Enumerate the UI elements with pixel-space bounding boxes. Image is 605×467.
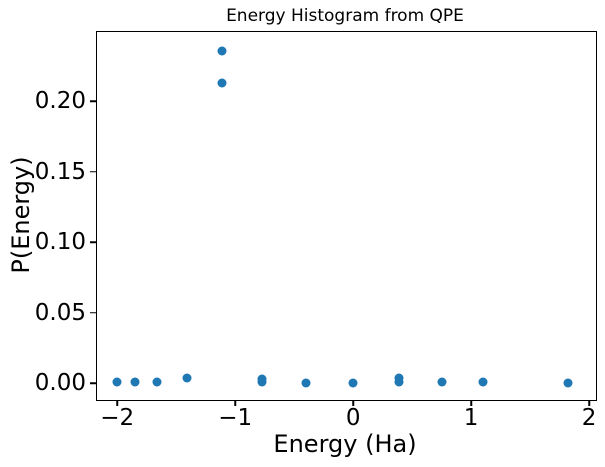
scatter-point xyxy=(217,46,227,56)
scatter-point xyxy=(437,377,447,387)
scatter-point xyxy=(257,377,267,387)
scatter-point xyxy=(394,377,404,387)
scatter-point xyxy=(130,377,140,387)
x-tick-label: −1 xyxy=(218,405,253,431)
scatter-point xyxy=(152,377,162,387)
x-tick-mark xyxy=(588,400,590,406)
scatter-point xyxy=(478,377,488,387)
scatter-point xyxy=(182,373,192,383)
x-tick-mark xyxy=(352,400,354,406)
y-tick-label: 0.05 xyxy=(34,299,86,326)
y-tick-label: 0.20 xyxy=(34,88,86,115)
scatter-point xyxy=(563,378,573,388)
scatter-point xyxy=(348,378,358,388)
y-tick-label: 0.10 xyxy=(34,229,86,256)
y-axis-label: P(Energy) xyxy=(7,156,35,274)
y-tick-mark xyxy=(90,312,96,314)
y-tick-label: 0.00 xyxy=(34,370,86,397)
scatter-point xyxy=(301,378,311,388)
y-tick-mark xyxy=(90,382,96,385)
scatter-point xyxy=(217,78,227,88)
y-tick-mark xyxy=(90,171,96,173)
y-tick-label: 0.15 xyxy=(34,158,86,185)
x-tick-mark xyxy=(116,400,118,406)
x-axis-label: Energy (Ha) xyxy=(273,430,417,458)
chart-title: Energy Histogram from QPE xyxy=(226,6,464,26)
x-tick-mark xyxy=(234,400,236,406)
x-tick-label: −2 xyxy=(100,405,135,431)
y-tick-mark xyxy=(90,241,96,244)
y-tick-mark xyxy=(90,100,96,103)
x-tick-label: 0 xyxy=(345,405,361,431)
scatter-point xyxy=(112,377,122,387)
x-tick-label: 2 xyxy=(581,405,597,431)
x-tick-mark xyxy=(470,400,472,406)
plot-area xyxy=(96,31,597,401)
x-tick-label: 1 xyxy=(463,405,479,431)
